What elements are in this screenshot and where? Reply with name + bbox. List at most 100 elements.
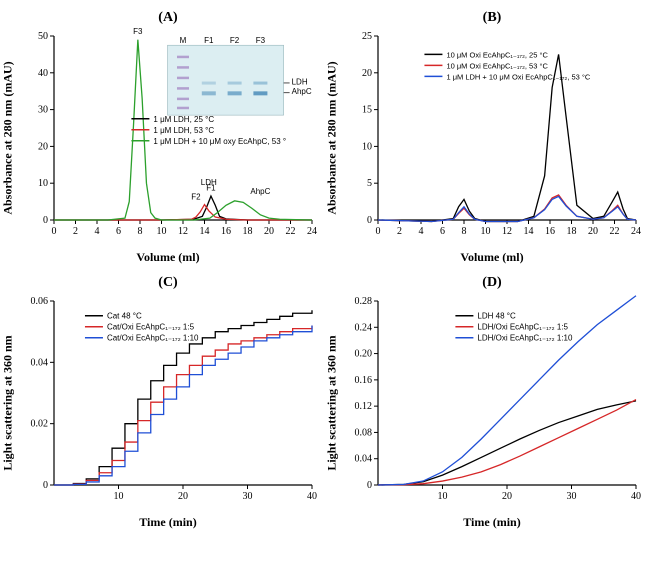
svg-text:20: 20 [502,491,512,502]
svg-text:F3: F3 [133,28,143,36]
svg-text:30: 30 [567,491,577,502]
svg-text:0: 0 [52,226,57,237]
svg-text:Cat/Oxi EcAhpC₁₋₁₇₂ 1:5: Cat/Oxi EcAhpC₁₋₁₇₂ 1:5 [107,323,195,332]
svg-text:40: 40 [307,491,317,502]
svg-text:0.04: 0.04 [355,454,373,465]
svg-text:AhpC: AhpC [292,87,312,96]
svg-text:12: 12 [178,226,188,237]
svg-text:0.04: 0.04 [31,357,49,368]
svg-text:2: 2 [397,226,402,237]
svg-text:0: 0 [367,215,372,226]
svg-text:20: 20 [38,141,48,152]
panel-c: (C) Light scattering at 360 nm 102030400… [10,275,326,530]
svg-text:1 μM LDH, 25 °C: 1 μM LDH, 25 °C [153,115,214,124]
svg-text:10: 10 [114,491,124,502]
chart-a-xlabel: Volume (ml) [10,250,326,265]
svg-text:8: 8 [462,226,467,237]
panel-b-label: (B) [334,10,650,26]
svg-text:20: 20 [362,68,372,79]
svg-text:1 μM LDH + 10 μM Oxi EcAhpC₁₋₁: 1 μM LDH + 10 μM Oxi EcAhpC₁₋₁₇₂, 53 °C [446,72,590,81]
svg-text:15: 15 [362,105,372,116]
svg-text:0.08: 0.08 [355,427,373,438]
svg-text:5: 5 [367,178,372,189]
chart-d-svg: 10 20 30 40 0 0.04 0.08 0.12 0.16 0.20 0.24 0.28 LDH… [334,293,644,513]
svg-text:40: 40 [38,68,48,79]
svg-text:10 μM Oxi EcAhpC₁₋₁₇₂, 53 °C: 10 μM Oxi EcAhpC₁₋₁₇₂, 53 °C [446,61,548,70]
svg-text:LDH/Oxi EcAhpC₁₋₁₇₂ 1:5: LDH/Oxi EcAhpC₁₋₁₇₂ 1:5 [477,323,568,332]
chart-b-xlabel: Volume (ml) [334,250,650,265]
svg-text:10 μM Oxi EcAhpC₁₋₁₇₂, 25 °C: 10 μM Oxi EcAhpC₁₋₁₇₂, 25 °C [446,50,548,59]
chart-a-svg: 024681012141618202224010203040501 μM LDH… [10,28,320,248]
chart-c-box: Light scattering at 360 nm 1020304000.02… [10,293,320,513]
svg-text:10: 10 [362,141,372,152]
svg-text:AhpC: AhpC [250,187,270,196]
svg-text:LDH 48 °C: LDH 48 °C [477,312,516,321]
svg-text:0: 0 [43,215,48,226]
svg-text:25: 25 [362,31,372,42]
svg-text:8: 8 [138,226,143,237]
svg-text:0.24: 0.24 [355,322,373,333]
svg-text:10: 10 [38,178,48,189]
figure-grid: (A) Absorbance at 280 nm (mAU) 024681012… [10,10,650,530]
chart-d-xlabel: Time (min) [334,515,650,530]
svg-text:4: 4 [95,226,100,237]
chart-a-ylabel: Absorbance at 280 nm (mAU) [1,61,16,214]
svg-text:22: 22 [286,226,296,237]
svg-text:18: 18 [567,226,577,237]
svg-text:20: 20 [178,491,188,502]
svg-text:22: 22 [610,226,620,237]
svg-text:LDH: LDH [201,178,217,187]
svg-text:14: 14 [524,226,534,237]
svg-text:1 μM LDH + 10 μM oxy EcAhpC, 5: 1 μM LDH + 10 μM oxy EcAhpC, 53 ° [153,137,286,146]
chart-d-ylabel: Light scattering at 360 nm [325,335,340,470]
panel-c-label: (C) [10,275,326,291]
chart-c-xlabel: Time (min) [10,515,326,530]
svg-text:0: 0 [376,226,381,237]
svg-text:4: 4 [419,226,424,237]
svg-text:LDH: LDH [292,77,308,86]
chart-b-svg: 024681012141618202224051015202510 μM Oxi… [334,28,644,248]
svg-text:24: 24 [631,226,641,237]
chart-b-ylabel: Absorbance at 280 nm (mAU) [325,61,340,214]
chart-c-svg: 10 20 30 40 0 0.02 0.04 0.06 Cat 48 °C Cat/Oxi Ec… [10,293,320,513]
chart-d-box: Light scattering at 360 nm 1020304000.04… [334,293,644,513]
svg-text:0.20: 0.20 [355,349,373,360]
svg-text:LDH/Oxi EcAhpC₁₋₁₇₂ 1:10: LDH/Oxi EcAhpC₁₋₁₇₂ 1:10 [477,334,573,343]
svg-text:50: 50 [38,31,48,42]
svg-text:F2: F2 [191,193,201,202]
svg-text:0.02: 0.02 [31,419,49,430]
svg-text:Cat/Oxi EcAhpC₁₋₁₇₂ 1:10: Cat/Oxi EcAhpC₁₋₁₇₂ 1:10 [107,334,199,343]
svg-text:14: 14 [200,226,210,237]
panel-b: (B) Absorbance at 280 nm (mAU) 024681012… [334,10,650,265]
svg-text:10: 10 [438,491,448,502]
svg-text:M: M [180,36,187,45]
svg-text:F2: F2 [230,36,240,45]
svg-text:2: 2 [73,226,78,237]
svg-text:20: 20 [264,226,274,237]
svg-text:10: 10 [481,226,491,237]
svg-text:16: 16 [221,226,231,237]
svg-text:0.12: 0.12 [355,401,373,412]
svg-text:30: 30 [243,491,253,502]
svg-text:30: 30 [38,105,48,116]
svg-text:F3: F3 [256,36,266,45]
chart-b-box: Absorbance at 280 nm (mAU) 0246810121416… [334,28,644,248]
svg-text:24: 24 [307,226,317,237]
panel-d: (D) Light scattering at 360 nm 102030400… [334,275,650,530]
svg-text:0: 0 [367,480,372,491]
svg-text:1 μM LDH, 53 °C: 1 μM LDH, 53 °C [153,126,214,135]
svg-text:16: 16 [545,226,555,237]
svg-text:12: 12 [502,226,512,237]
svg-text:F1: F1 [204,36,214,45]
svg-text:0.06: 0.06 [31,296,49,307]
svg-text:20: 20 [588,226,598,237]
svg-text:40: 40 [631,491,641,502]
svg-text:0.16: 0.16 [355,375,373,386]
svg-text:18: 18 [243,226,253,237]
chart-a-box: Absorbance at 280 nm (mAU) 0246810121416… [10,28,320,248]
panel-a-label: (A) [10,10,326,26]
svg-text:Cat 48 °C: Cat 48 °C [107,312,142,321]
svg-text:0.28: 0.28 [355,296,373,307]
svg-text:0: 0 [43,480,48,491]
chart-c-ylabel: Light scattering at 360 nm [1,335,16,470]
